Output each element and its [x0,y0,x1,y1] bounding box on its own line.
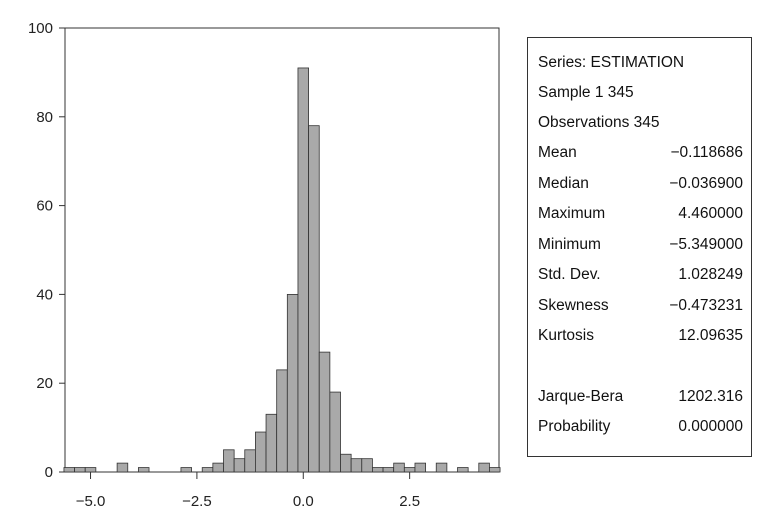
histogram-bar [361,458,373,473]
histogram-bar [212,462,224,473]
stat-row: Median −0.036900 [538,169,743,200]
histogram-bar [478,462,490,473]
histogram-bar [350,458,363,473]
histogram-bar [329,391,341,473]
x-axis: −5.0 −2.5 0.0 2.5 [76,472,420,510]
descriptive-stats: Mean −0.118686 Median −0.036900 Maximum 4.460… [538,138,743,352]
stat-value: 1.028249 [678,266,743,283]
histogram-bar [276,369,288,473]
stat-label: Mean [538,144,577,161]
stat-row: Std. Dev. 1.028249 [538,260,743,291]
x-tick-label: −5.0 [76,493,106,510]
histogram-bar [74,467,86,473]
test-row: Jarque-Bera 1202.316 [538,382,743,413]
histogram-bar [137,467,150,473]
y-tick-label: 100 [28,20,53,37]
histogram-bar [265,413,278,473]
histogram-bar [489,467,501,473]
stat-label: Std. Dev. [538,266,601,283]
stat-row: Mean −0.118686 [538,138,743,169]
histogram-bar [255,431,267,473]
x-tick-label: −2.5 [182,493,212,510]
histogram-bar [414,462,427,473]
histogram-bar [372,467,384,473]
histogram-bar [180,467,192,473]
histogram-bar [297,67,309,473]
test-row: Probability 0.000000 [538,412,743,443]
histogram-bar [403,467,416,473]
test-value: 0.000000 [678,418,743,435]
stat-value: −0.118686 [670,144,743,161]
histogram-bar [286,293,299,473]
histogram-bar [223,449,235,473]
stat-label: Maximum [538,205,606,222]
histogram-bar [340,453,352,473]
histogram-bar [63,467,75,473]
histogram-bar [435,462,448,473]
stat-row: Maximum 4.460000 [538,199,743,230]
observation-count: Observations 345 [538,114,660,131]
histogram-bar [308,125,320,473]
stat-row: Skewness −0.473231 [538,291,743,322]
histogram-bar [84,467,97,473]
stat-label: Kurtosis [538,327,594,344]
test-label: Probability [538,418,611,435]
stat-row: Minimum −5.349000 [538,230,743,261]
x-tick-label: 2.5 [399,493,420,510]
y-tick-label: 20 [36,375,53,392]
stat-value: −0.036900 [669,174,743,192]
x-tick-label: 0.0 [293,493,314,510]
stat-value: 4.460000 [678,205,743,222]
stat-label: Minimum [538,235,601,253]
stat-row: Kurtosis 12.09635 [538,321,743,352]
stat-label: Median [538,174,589,192]
y-tick-label: 60 [36,198,53,215]
y-axis: 0 20 40 60 80 100 [28,20,65,481]
histogram-bar [233,458,246,473]
stat-value: 12.09635 [678,327,743,344]
stat-label: Skewness [538,296,609,314]
histogram-bar [382,467,395,473]
histogram-bar [457,467,469,473]
histogram-chart: 0 20 40 60 80 100 −5.0 −2.5 0.0 2.5 [28,20,501,510]
histogram-bar [318,351,331,473]
histogram-bar [116,462,129,473]
y-tick-label: 40 [36,286,53,303]
normality-tests: Jarque-Bera 1202.316 Probability 0.000000 [538,382,743,443]
histogram-bars [63,67,501,473]
series-name: Series: ESTIMATION [538,54,685,71]
statistics-panel: Series: ESTIMATION Sample 1 345 Observat… [527,37,752,457]
sample-range: Sample 1 345 [538,84,634,101]
histogram-bar [244,449,256,473]
stat-value: −5.349000 [669,235,743,253]
y-tick-label: 0 [45,464,53,481]
stat-value: −0.473231 [669,296,743,314]
histogram-bar [201,467,214,473]
histogram-bar [393,462,405,473]
test-value: 1202.316 [678,387,743,405]
y-tick-label: 80 [36,109,53,126]
stats-spacer [538,352,743,382]
test-label: Jarque-Bera [538,387,624,405]
